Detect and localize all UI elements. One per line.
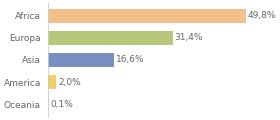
Text: 16,6%: 16,6% [116,55,145,64]
Bar [48,31,173,45]
Text: 49,8%: 49,8% [248,11,276,20]
Bar [48,97,49,111]
Bar [48,9,246,23]
Bar [48,75,56,89]
Text: 31,4%: 31,4% [175,33,203,42]
Text: 0,1%: 0,1% [51,100,74,109]
Text: 2,0%: 2,0% [59,78,81,87]
Bar [48,53,114,67]
